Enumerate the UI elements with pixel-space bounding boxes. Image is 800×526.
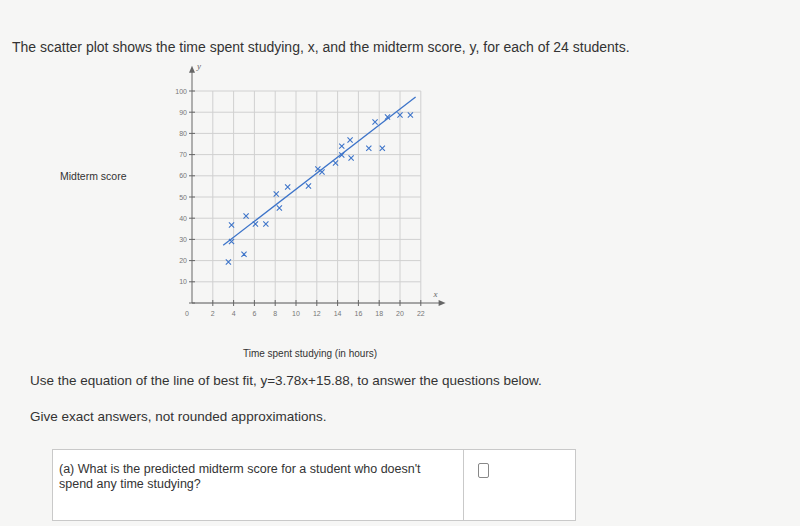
grid-line-y	[192, 175, 421, 176]
y-tick	[189, 154, 195, 155]
x-axis-label: Time spent studying (in hours)	[243, 348, 377, 359]
x-tick-label: 20	[396, 310, 404, 317]
question-box: (a) What is the predicted midterm score …	[52, 449, 576, 521]
x-tick	[296, 300, 297, 306]
question-text: (a) What is the predicted midterm score …	[59, 462, 455, 492]
grid-line-y	[192, 197, 421, 198]
y-tick-label: 50	[179, 194, 187, 201]
plot-marks	[223, 97, 415, 265]
data-point	[349, 155, 354, 160]
y-tick-label: 10	[179, 278, 187, 285]
data-point	[226, 259, 231, 264]
y-tick	[189, 281, 195, 282]
y-tick	[189, 218, 195, 219]
y-tick	[189, 197, 195, 198]
x-tick-label: 4	[232, 310, 236, 317]
y-tick	[189, 133, 195, 134]
x-tick-label: 8	[273, 310, 277, 317]
y-tick	[189, 260, 195, 261]
x-tick-label: 14	[334, 310, 342, 317]
x-symbol: x	[433, 289, 438, 299]
data-point	[277, 205, 282, 210]
chart: 2 4 6 8 10 12 14 16 18 20 22 0 10 20 30 40 50 60 70 80 90 100…	[0, 0, 800, 365]
grid-line-y	[192, 154, 421, 155]
answer-input[interactable]	[478, 463, 489, 478]
data-point	[274, 191, 279, 196]
data-point	[372, 119, 377, 124]
x-tick	[233, 300, 234, 306]
grid	[192, 91, 421, 303]
y-tick-label: 80	[179, 130, 187, 137]
y-tick-label: 70	[179, 151, 187, 158]
fit-line	[223, 97, 415, 245]
data-point	[366, 146, 371, 151]
data-point	[380, 146, 385, 151]
x-tick	[379, 300, 380, 306]
y-tick	[189, 91, 195, 92]
x-tick	[275, 300, 276, 306]
grid-line-y	[192, 218, 421, 219]
x-tick-label: 10	[292, 310, 300, 317]
data-point	[333, 160, 338, 165]
x-tick	[316, 300, 317, 306]
note-text: Give exact answers, not rounded approxim…	[30, 409, 326, 424]
x-tick	[337, 300, 338, 306]
data-point	[241, 252, 246, 257]
y-tick-label: 100	[175, 88, 187, 95]
y-tick	[189, 239, 195, 240]
x-tick-label: 6	[252, 310, 256, 317]
x-tick-label: 2	[211, 310, 215, 317]
y-tick-label: 20	[179, 257, 187, 264]
y-tick	[189, 175, 195, 176]
data-point	[306, 183, 311, 188]
data-point	[397, 112, 402, 117]
grid-line-y	[192, 239, 421, 240]
axes: 2 4 6 8 10 12 14 16 18 20 22 0 10 20 30 40 50 60 70 80 90 100	[175, 66, 445, 317]
y-tick-label: 30	[179, 236, 187, 243]
intro-text: The scatter plot shows the time spent st…	[12, 39, 630, 55]
grid-line-y	[192, 112, 421, 113]
data-point	[263, 221, 268, 226]
x-tick-label: 18	[375, 310, 383, 317]
data-point	[408, 112, 413, 117]
grid-line-y	[192, 133, 421, 134]
x-tick	[254, 300, 255, 306]
x-tick	[212, 300, 213, 306]
data-point	[285, 184, 290, 189]
data-point	[339, 144, 344, 149]
y-arrow	[189, 66, 195, 73]
data-point	[243, 213, 248, 218]
x-tick-label: 22	[417, 310, 425, 317]
y-tick-label: 60	[179, 172, 187, 179]
x-tick	[358, 300, 359, 306]
data-point	[229, 222, 234, 227]
x-tick	[400, 300, 401, 306]
y-symbol: y	[196, 61, 201, 71]
divider	[463, 450, 464, 520]
y-axis	[192, 70, 193, 303]
instruction-text: Use the equation of the line of best fit…	[30, 373, 542, 388]
x-tick-label: 12	[313, 310, 321, 317]
y-tick	[189, 112, 195, 113]
data-point	[347, 137, 352, 142]
y-axis-label: Midterm score	[60, 170, 127, 182]
x-tick-label: 16	[355, 310, 363, 317]
y-tick	[189, 303, 195, 304]
y-tick-label: 40	[179, 215, 187, 222]
x-arrow	[439, 300, 446, 306]
y-tick-label: 90	[179, 109, 187, 116]
y-tick-label: 0	[185, 310, 189, 317]
grid-line-y	[192, 91, 421, 92]
x-tick	[420, 300, 421, 306]
grid-line-y	[192, 281, 421, 282]
